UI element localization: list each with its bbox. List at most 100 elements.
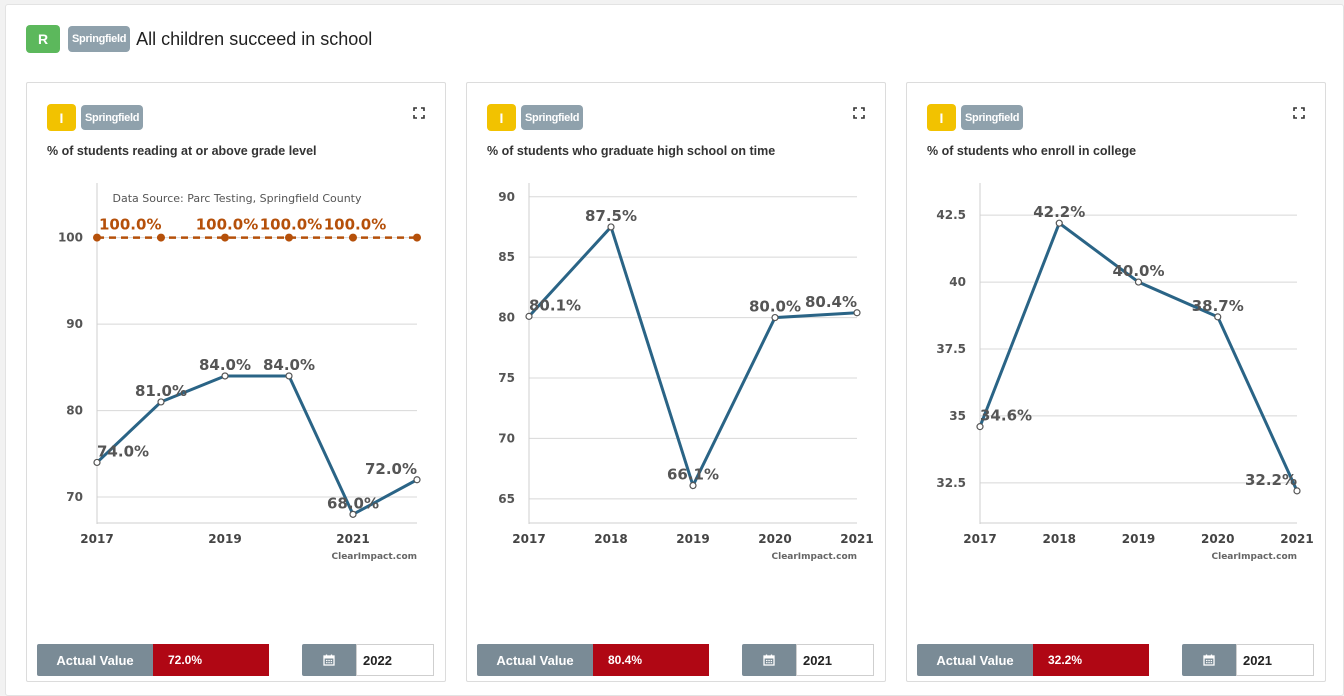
indicator-badge: I: [927, 104, 956, 131]
indicator-title[interactable]: % of students who enroll in college: [927, 144, 1137, 158]
y-tick-label: 80: [66, 404, 83, 418]
chart-credit: ClearImpact.com: [1212, 552, 1298, 562]
data-label: 32.2%: [1245, 471, 1297, 489]
indicator-badge: I: [47, 104, 76, 131]
calendar-icon: [763, 654, 775, 666]
data-label: 81.0%: [135, 382, 187, 400]
date-value[interactable]: 2021: [1236, 644, 1314, 676]
indicator-badge: I: [487, 104, 516, 131]
target-point: [349, 233, 357, 242]
data-point: [157, 398, 165, 406]
data-label: 100.0%: [324, 216, 386, 234]
data-point: [607, 223, 615, 231]
data-point: [221, 372, 229, 380]
data-point: [285, 372, 293, 380]
date-value[interactable]: 2022: [356, 644, 434, 676]
calendar-icon: [1203, 654, 1215, 666]
data-label: 87.5%: [585, 207, 637, 225]
y-tick-label: 70: [66, 490, 83, 504]
actual-value: 32.2%: [1033, 644, 1149, 676]
x-tick-label: 2019: [208, 532, 241, 546]
data-point: [349, 510, 357, 518]
location-tag[interactable]: Springfield: [68, 26, 131, 52]
data-label: 80.1%: [529, 296, 581, 314]
target-point: [93, 233, 101, 242]
x-tick-label: 2021: [1280, 532, 1313, 546]
date-value[interactable]: 2021: [796, 644, 874, 676]
data-point: [1055, 219, 1063, 227]
indicator-chart: 32.5 35 37.5 40 42.5 2017 2018 2019 2020 2021 Clea…: [936, 183, 1314, 562]
location-tag[interactable]: Springfield: [961, 105, 1024, 130]
indicator-title[interactable]: % of students reading at or above grade …: [47, 144, 317, 158]
x-tick-label: 2021: [840, 532, 873, 546]
expand-icon[interactable]: [853, 107, 865, 119]
indicator-card: I Springfield % of students who enroll i…: [906, 82, 1326, 682]
card-header: I Springfield: [47, 104, 144, 131]
indicator-chart: 65 70 75 80 85 90 2017 2018 2019 2020 2021 ClearImp…: [498, 183, 874, 562]
card-footer: Actual Value 72.0% 2022: [37, 644, 435, 676]
x-tick-label: 2018: [1043, 532, 1076, 546]
result-title[interactable]: All children succeed in school: [136, 28, 373, 49]
expand-icon[interactable]: [413, 107, 425, 119]
card-header: I Springfield: [487, 104, 584, 131]
y-tick-label: 32.5: [936, 476, 966, 490]
actual-value: 80.4%: [593, 644, 709, 676]
data-label: 38.7%: [1192, 297, 1244, 315]
x-tick-label: 2020: [758, 532, 791, 546]
data-label: 84.0%: [199, 356, 251, 374]
data-label: 100.0%: [196, 216, 258, 234]
y-tick-label: 90: [66, 317, 83, 331]
actual-value-label: Actual Value: [37, 644, 153, 676]
calendar-button[interactable]: [1182, 644, 1236, 676]
data-label: 66.1%: [667, 466, 719, 484]
chart-credit: ClearImpact.com: [332, 552, 418, 562]
chart-subtitle: Data Source: Parc Testing, Springfield C…: [112, 192, 362, 205]
y-tick-label: 100: [58, 231, 83, 245]
expand-icon[interactable]: [1293, 107, 1305, 119]
data-label: 72.0%: [365, 460, 417, 478]
result-badge: R: [26, 25, 60, 53]
data-label: 68.0%: [327, 494, 379, 512]
target-point: [157, 233, 165, 242]
series-line: [95, 374, 418, 517]
data-label: 42.2%: [1033, 203, 1085, 221]
indicator-card: I Springfield % of students reading at o…: [26, 82, 446, 682]
indicator-card: I Springfield % of students who graduate…: [466, 82, 886, 682]
target-point: [285, 233, 293, 242]
y-tick-label: 40: [949, 275, 966, 289]
data-point: [1293, 487, 1301, 495]
actual-value-label: Actual Value: [477, 644, 593, 676]
y-tick-label: 80: [498, 311, 515, 325]
data-point: [853, 309, 861, 317]
card-footer: Actual Value 80.4% 2021: [477, 644, 875, 676]
data-point: [1134, 278, 1143, 286]
y-tick-label: 42.5: [936, 208, 966, 222]
result-header: R Springfield All children succeed in sc…: [26, 25, 372, 53]
calendar-button[interactable]: [742, 644, 796, 676]
data-label: 40.0%: [1112, 262, 1164, 280]
data-point: [771, 313, 779, 322]
data-label: 80.0%: [749, 298, 801, 316]
y-tick-label: 35: [949, 409, 966, 423]
chart-credit: ClearImpact.com: [772, 552, 858, 562]
actual-value-label: Actual Value: [917, 644, 1033, 676]
x-tick-label: 2018: [594, 532, 627, 546]
target-point: [413, 233, 421, 242]
location-tag[interactable]: Springfield: [521, 105, 584, 130]
indicator-chart: Data Source: Parc Testing, Springfield C…: [58, 183, 421, 562]
data-point: [689, 481, 697, 490]
y-tick-label: 90: [498, 190, 515, 204]
x-tick-label: 2017: [963, 532, 996, 546]
data-label: 80.4%: [805, 293, 857, 311]
indicator-title[interactable]: % of students who graduate high school o…: [487, 144, 776, 158]
calendar-button[interactable]: [302, 644, 356, 676]
x-tick-label: 2021: [336, 532, 369, 546]
y-tick-label: 75: [498, 371, 515, 385]
data-label: 100.0%: [260, 216, 322, 234]
calendar-icon: [323, 654, 335, 666]
data-label: 100.0%: [99, 216, 161, 234]
card-header: I Springfield: [927, 104, 1024, 131]
data-point: [1214, 313, 1222, 321]
data-point: [976, 423, 984, 431]
location-tag[interactable]: Springfield: [81, 105, 144, 130]
